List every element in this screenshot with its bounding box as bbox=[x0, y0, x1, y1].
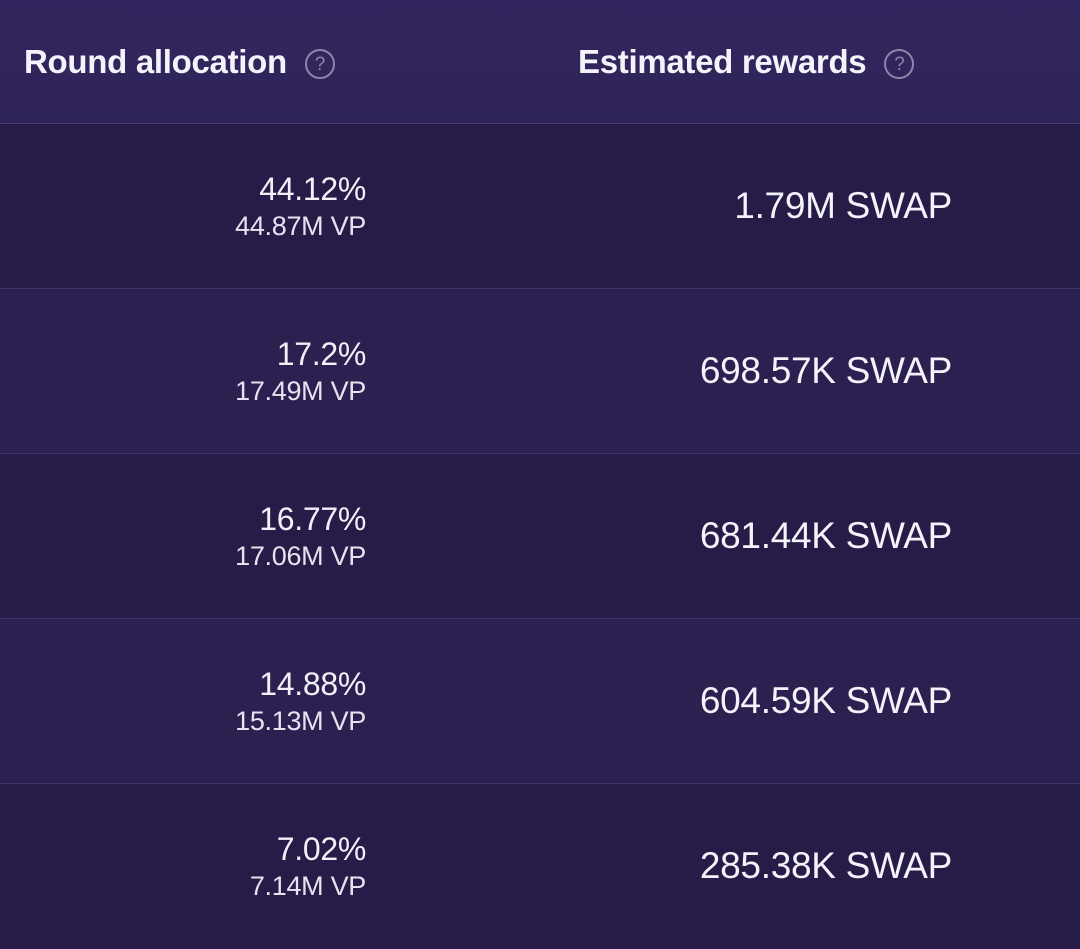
table-row: 14.88% 15.13M VP 604.59K SWAP bbox=[0, 619, 1080, 784]
allocation-percent: 44.12% bbox=[259, 171, 366, 207]
allocation-cell: 7.02% 7.14M VP bbox=[250, 784, 366, 947]
estimated-rewards-header: Estimated rewards ? bbox=[578, 0, 915, 124]
question-mark-icon[interactable]: ? bbox=[304, 49, 335, 79]
allocation-cell: 16.77% 17.06M VP bbox=[235, 454, 366, 618]
allocation-cell: 17.2% 17.49M VP bbox=[235, 289, 366, 453]
allocation-percent: 17.2% bbox=[276, 336, 367, 372]
voting-power: 7.14M VP bbox=[249, 870, 366, 901]
question-mark-icon[interactable]: ? bbox=[884, 49, 915, 79]
voting-power: 15.13M VP bbox=[235, 706, 366, 736]
allocation-percent: 16.77% bbox=[259, 501, 366, 537]
table-body: 44.12% 44.87M VP 1.79M SWAP 17.2% 17.49M… bbox=[0, 124, 1080, 947]
voting-power: 17.49M VP bbox=[235, 376, 366, 406]
estimated-reward: 1.79M SWAP bbox=[734, 185, 952, 226]
table-header: Round allocation ? Estimated rewards ? bbox=[0, 0, 1080, 124]
table-row: 7.02% 7.14M VP 285.38K SWAP bbox=[0, 784, 1080, 947]
voting-power: 17.06M VP bbox=[235, 541, 366, 571]
allocation-cell: 14.88% 15.13M VP bbox=[235, 619, 366, 783]
round-allocation-label: Round allocation bbox=[24, 43, 287, 80]
estimated-reward: 604.59K SWAP bbox=[699, 680, 952, 721]
allocation-cell: 44.12% 44.87M VP bbox=[235, 124, 366, 288]
allocation-percent: 7.02% bbox=[276, 830, 367, 867]
voting-power: 44.87M VP bbox=[235, 211, 366, 241]
round-allocation-header: Round allocation ? bbox=[24, 0, 335, 124]
estimated-reward: 698.57K SWAP bbox=[699, 350, 952, 391]
estimated-reward: 285.38K SWAP bbox=[699, 844, 952, 886]
estimated-rewards-label: Estimated rewards bbox=[578, 43, 867, 80]
allocation-percent: 14.88% bbox=[259, 666, 366, 702]
table-row: 17.2% 17.49M VP 698.57K SWAP bbox=[0, 289, 1080, 454]
table-row: 44.12% 44.87M VP 1.79M SWAP bbox=[0, 124, 1080, 289]
estimated-reward: 681.44K SWAP bbox=[699, 515, 952, 556]
table-row: 16.77% 17.06M VP 681.44K SWAP bbox=[0, 454, 1080, 619]
